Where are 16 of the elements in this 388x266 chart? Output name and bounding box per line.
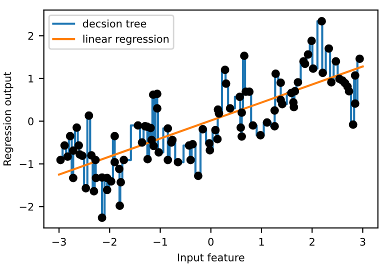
x-tick-label: −3 [52,238,66,246]
x-tick-label: 3 [360,238,366,246]
y-axis-title: Regression output [3,72,14,166]
x-axis-title: Input feature [178,253,244,264]
y-tick-label: 0 [28,117,34,126]
x-tick-label: −1 [154,238,167,246]
y-tick-label: 1 [28,74,34,82]
legend-label: decsion tree [82,19,146,28]
x-tick-label: −2 [103,238,116,246]
legend-label: linear regression [83,34,169,45]
y-tick-label: −1 [20,160,34,168]
x-tick-label: 1 [259,238,264,246]
x-tick-label: 2 [310,238,314,246]
y-tick-label: 2 [28,32,34,40]
y-tick-label: −2 [20,202,34,211]
x-tick-label: 0 [208,238,214,246]
